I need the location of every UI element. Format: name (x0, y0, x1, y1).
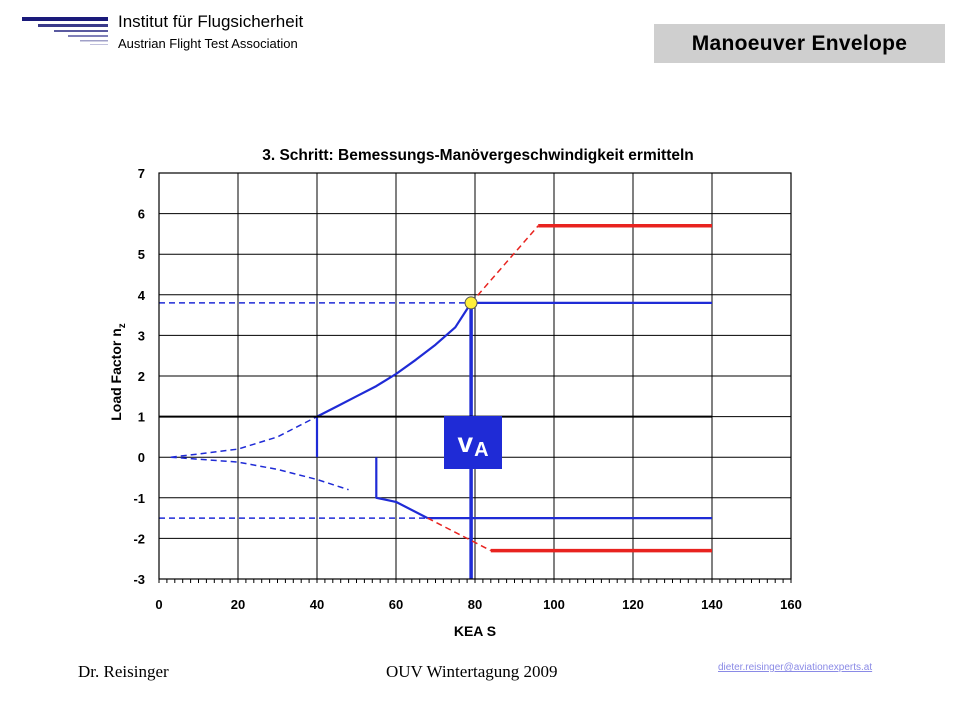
chart-title: 3. Schritt: Bemessungs-Manövergeschwindi… (262, 147, 694, 164)
y-tick-label: -3 (133, 572, 145, 587)
x-tick-label: 120 (622, 597, 644, 612)
x-tick-label: 20 (231, 597, 245, 612)
institute-subtitle: Austrian Flight Test Association (118, 36, 298, 51)
y-axis-label-sub: z (117, 323, 128, 328)
series-line-12 (427, 517, 492, 552)
series-line-4 (170, 456, 349, 491)
y-tick-label: 3 (138, 328, 145, 343)
x-tick-label: 160 (780, 597, 802, 612)
tick-labels: 0 20 40 60 80 100 120 140 160 -3 -2 -1 0 1 2 3 4 5 6 7 (133, 166, 801, 612)
y-tick-label: -2 (133, 531, 145, 546)
va-point-marker (464, 296, 478, 310)
y-tick-label: 2 (138, 369, 145, 384)
x-axis-label: KEA S (454, 623, 496, 639)
series-line-6 (375, 457, 429, 520)
grid (158, 172, 792, 580)
y-tick-label: 1 (138, 410, 145, 425)
x-tick-label: 0 (155, 597, 162, 612)
x-tick-label: 60 (389, 597, 403, 612)
series-layer (159, 224, 712, 579)
institute-name: Institut für Flugsicherheit (118, 12, 304, 31)
series-line-10 (470, 225, 539, 304)
institute-logo (22, 17, 108, 45)
footer-email-link[interactable]: dieter.reisinger@aviationexperts.at (718, 662, 873, 673)
va-label: v (457, 426, 474, 458)
x-tick-label: 80 (468, 597, 482, 612)
series-line-3 (170, 415, 318, 458)
y-tick-label: 0 (138, 450, 145, 465)
y-tick-label: -1 (133, 491, 145, 506)
x-tick-label: 40 (310, 597, 324, 612)
y-tick-label: 5 (138, 247, 145, 262)
axes (158, 172, 792, 583)
footer-author: Dr. Reisinger (78, 662, 169, 681)
x-tick-label: 140 (701, 597, 723, 612)
series-line-0 (316, 302, 473, 418)
y-axis-label: Load Factor nz (108, 323, 128, 421)
x-tick-label: 100 (543, 597, 565, 612)
slide-title: Manoeuver Envelope (654, 24, 945, 63)
y-tick-label: 4 (138, 288, 146, 303)
footer-event: OUV Wintertagung 2009 (386, 662, 558, 681)
y-tick-label: 6 (138, 207, 145, 222)
va-label-sub: A (474, 439, 489, 461)
y-axis-label-main: Load Factor n (108, 328, 124, 421)
y-tick-label: 7 (138, 166, 145, 181)
